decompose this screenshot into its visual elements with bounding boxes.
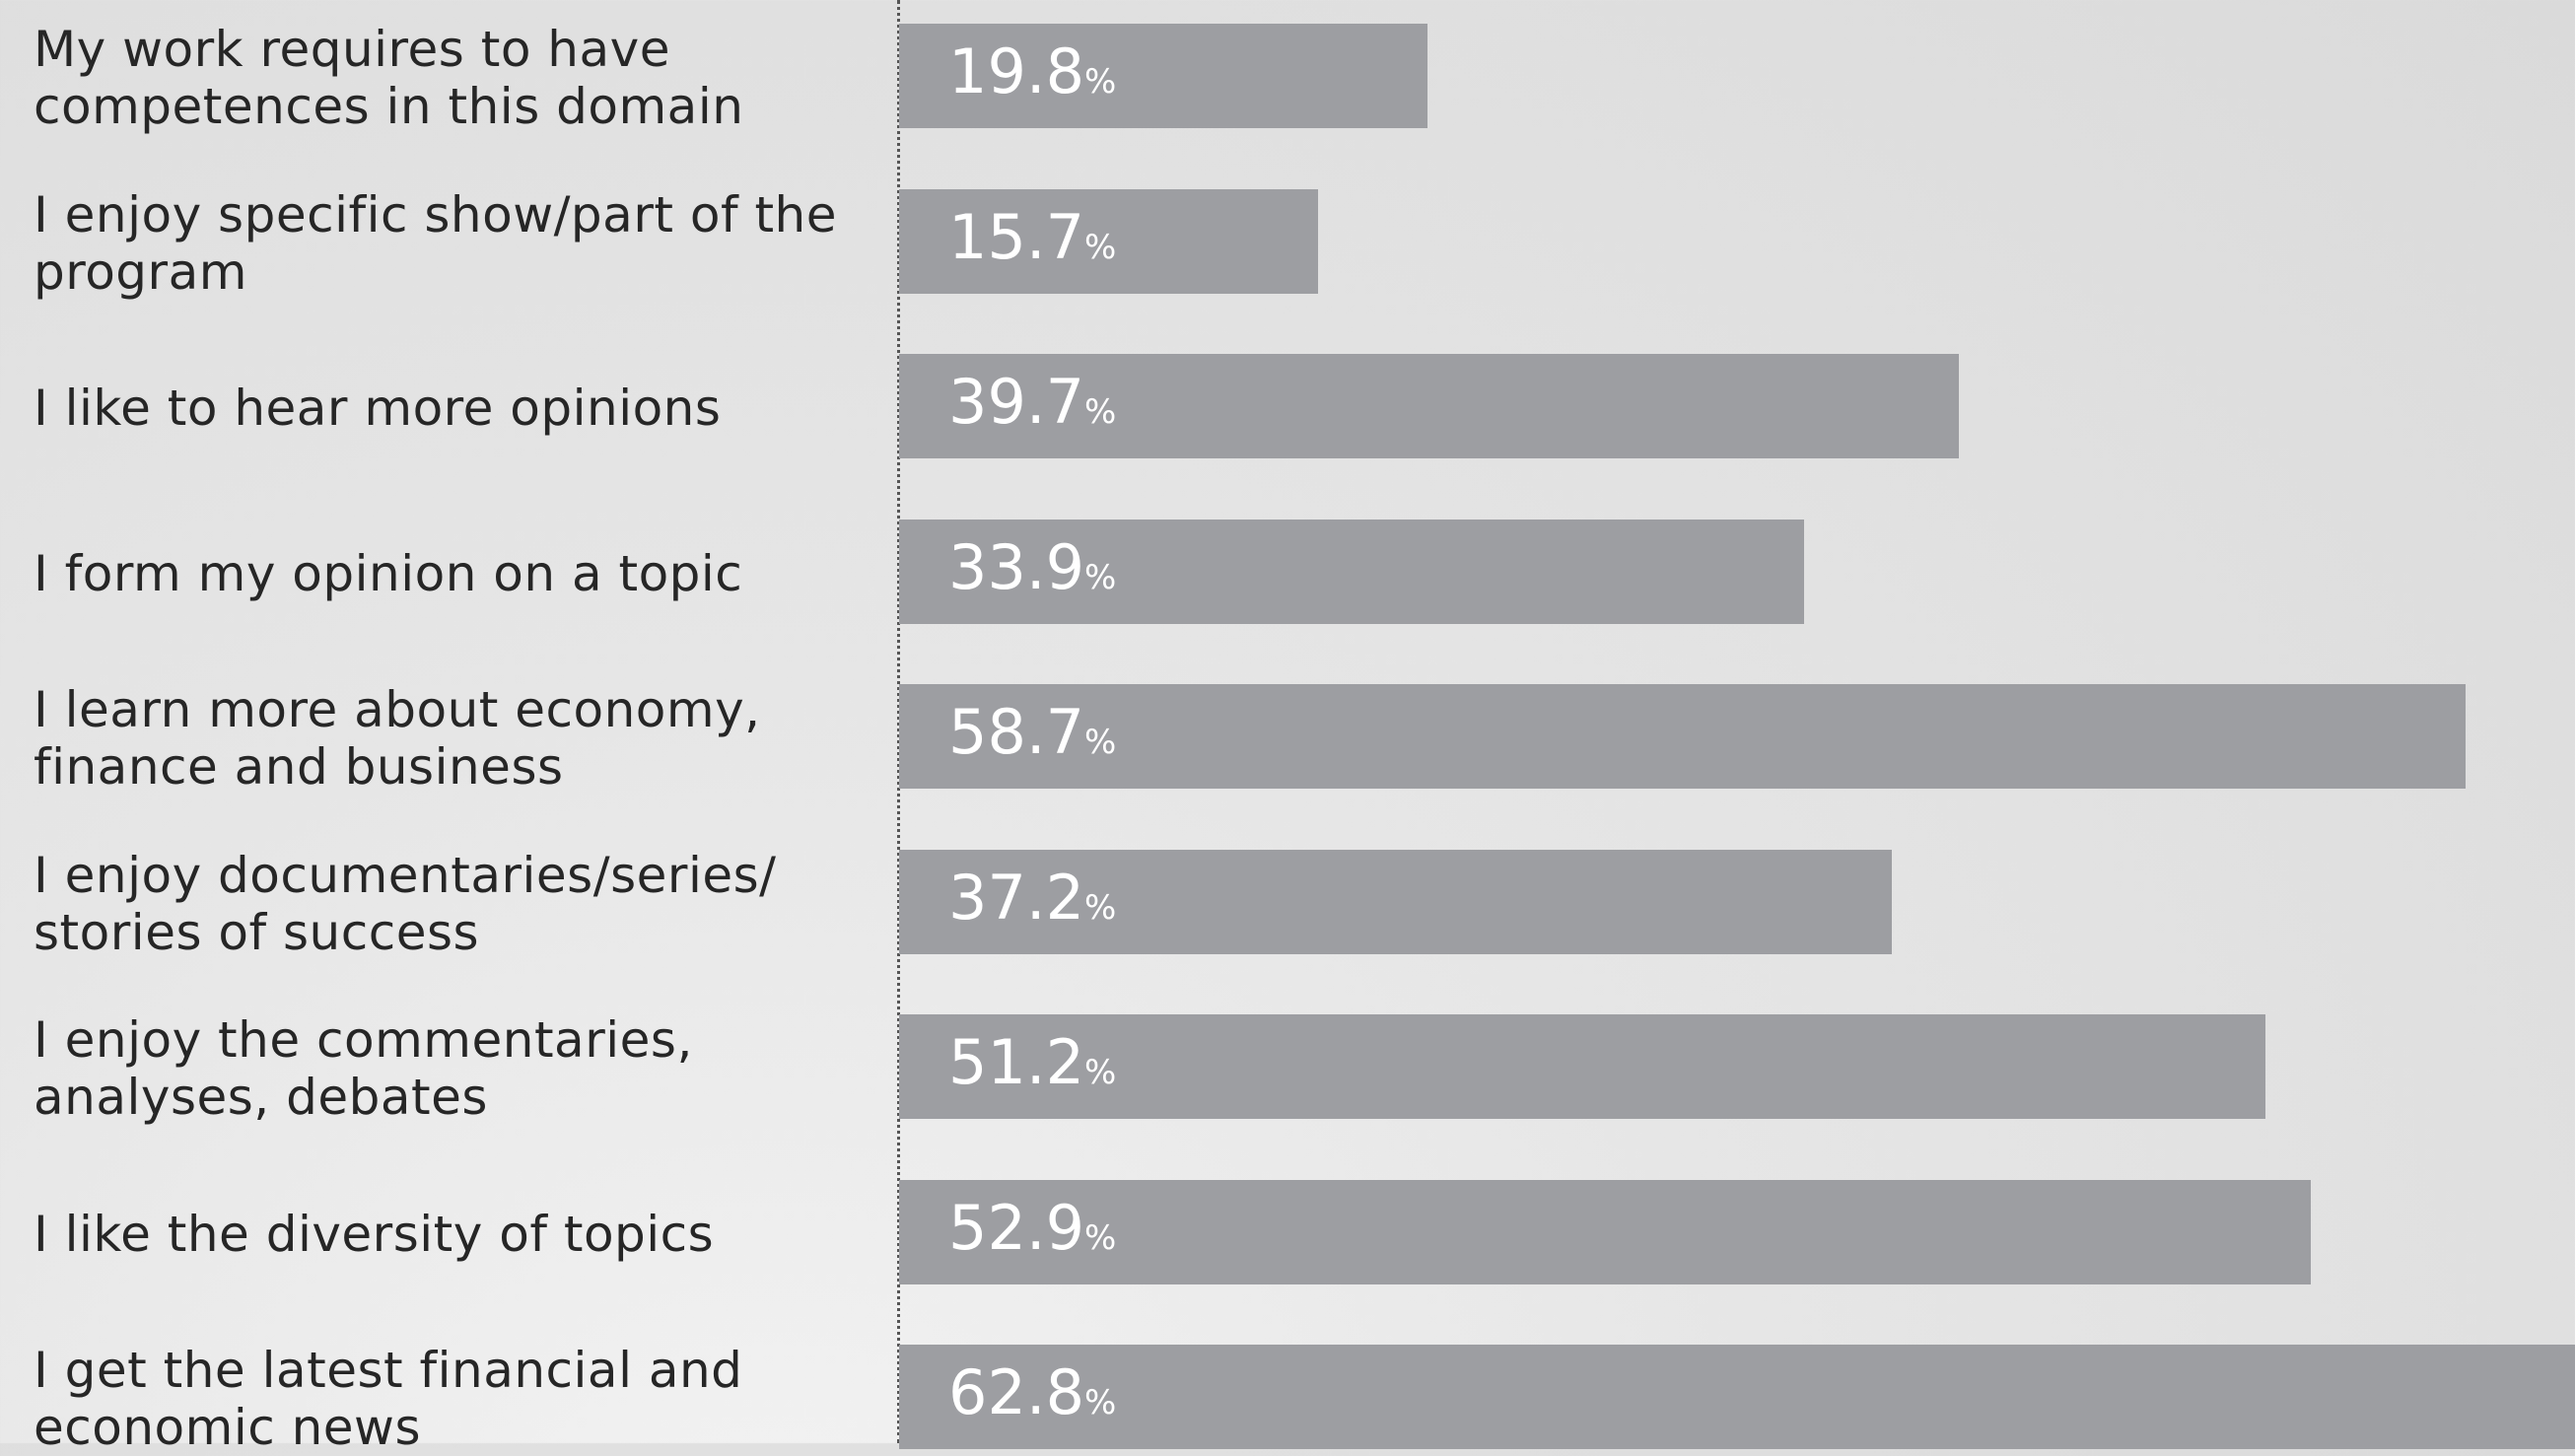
bar: 33.9% bbox=[899, 520, 1804, 624]
bar-value-label: 39.7% bbox=[948, 368, 1116, 447]
category-label: My work requires to have competences in … bbox=[34, 21, 744, 135]
bar-value-unit: % bbox=[1084, 62, 1117, 102]
axis-line bbox=[897, 0, 900, 1443]
bar: 19.8% bbox=[899, 24, 1427, 128]
bar-value-label: 33.9% bbox=[948, 533, 1116, 612]
bar-value-label: 52.9% bbox=[948, 1194, 1116, 1273]
bar-value-unit: % bbox=[1084, 723, 1117, 762]
bar-value-label: 19.8% bbox=[948, 37, 1116, 116]
category-label: I like the diversity of topics bbox=[34, 1206, 715, 1263]
bar: 39.7% bbox=[899, 354, 1959, 458]
category-label: I like to hear more opinions bbox=[34, 380, 722, 437]
bar-value-number: 37.2 bbox=[948, 862, 1085, 934]
bar-value-unit: % bbox=[1084, 1053, 1117, 1092]
bar: 58.7% bbox=[899, 684, 2466, 789]
bar-value-number: 52.9 bbox=[948, 1192, 1085, 1264]
bar: 51.2% bbox=[899, 1014, 2265, 1119]
bar-value-unit: % bbox=[1084, 392, 1117, 432]
category-label: I form my opinion on a topic bbox=[34, 545, 743, 602]
category-label: I enjoy the commentaries, analyses, deba… bbox=[34, 1011, 693, 1126]
bar-value-label: 15.7% bbox=[948, 203, 1116, 282]
bar: 62.8% bbox=[899, 1345, 2575, 1449]
bar-value-label: 37.2% bbox=[948, 864, 1116, 942]
bar-value-unit: % bbox=[1084, 1383, 1117, 1422]
bar-value-label: 51.2% bbox=[948, 1028, 1116, 1107]
bar-value-unit: % bbox=[1084, 228, 1117, 267]
category-label: I get the latest financial and economic … bbox=[34, 1342, 743, 1456]
bar-value-unit: % bbox=[1084, 558, 1117, 597]
category-label: I enjoy documentaries/series/ stories of… bbox=[34, 847, 777, 961]
category-label: I learn more about economy, finance and … bbox=[34, 681, 761, 796]
bar-value-unit: % bbox=[1084, 888, 1117, 928]
bar: 15.7% bbox=[899, 189, 1318, 294]
bar-value-number: 39.7 bbox=[948, 366, 1085, 438]
bar: 52.9% bbox=[899, 1180, 2311, 1284]
bar-value-number: 15.7 bbox=[948, 201, 1085, 273]
bar: 37.2% bbox=[899, 850, 1892, 954]
bar-value-number: 58.7 bbox=[948, 696, 1085, 768]
bar-value-label: 62.8% bbox=[948, 1358, 1116, 1437]
category-label: I enjoy specific show/part of the progra… bbox=[34, 186, 838, 301]
bar-value-number: 51.2 bbox=[948, 1026, 1085, 1098]
bar-value-number: 19.8 bbox=[948, 35, 1085, 107]
bar-value-unit: % bbox=[1084, 1218, 1117, 1258]
bar-value-number: 33.9 bbox=[948, 531, 1085, 603]
bar-value-number: 62.8 bbox=[948, 1356, 1085, 1428]
bar-value-label: 58.7% bbox=[948, 698, 1116, 777]
